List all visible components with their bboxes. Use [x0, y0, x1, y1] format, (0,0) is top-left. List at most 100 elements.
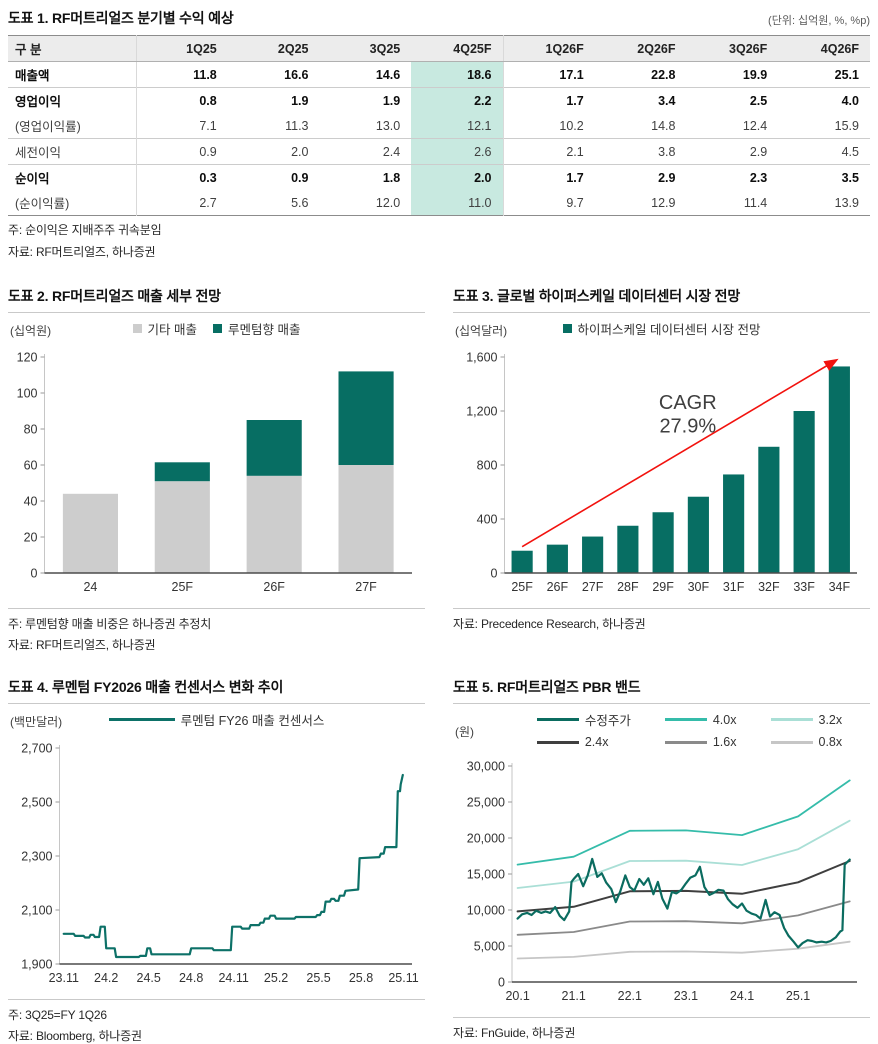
- legend-item: 0.8x: [770, 735, 842, 749]
- figure-2-legend: 기타 매출 루멘텀향 매출: [132, 319, 300, 338]
- legend-item: 1.6x: [664, 735, 737, 749]
- legend-swatch: [213, 324, 222, 333]
- cell: 2.5: [686, 87, 779, 113]
- figure-5-legend: 수정주가 4.0x 3.2x 2.4x 1.6x 0.8x: [536, 710, 843, 749]
- figure-3-source: 자료: Precedence Research, 하나증권: [453, 617, 646, 631]
- row-label: (영업이익률): [15, 120, 81, 134]
- figure-5-chart: 0 5,000 10,000 15,000 20,000 25,000 30,000 20.1…: [453, 756, 870, 1013]
- figure-4-title: 도표 4. 루멘텀 FY2026 매출 컨센서스 변화 추이: [8, 679, 284, 695]
- cagr-trend-arrow: [521, 358, 839, 548]
- cell: 5.6: [291, 195, 309, 210]
- cell: 2.0: [411, 164, 503, 190]
- figure-5-title: 도표 5. RF머트리얼즈 PBR 밴드: [453, 679, 641, 695]
- column-header: 1Q26F: [502, 35, 595, 62]
- cell: 19.9: [742, 67, 768, 82]
- svg-text:0: 0: [491, 567, 498, 581]
- cell: 10.2: [502, 113, 595, 139]
- hyperscale-datacenter-market-bar-chart: 0 400 800 1,200 1,600 25F 26F 27F 28F 29F 30F 31F 32…: [466, 351, 857, 594]
- cell: 4.0: [778, 87, 870, 113]
- column-header: 1Q25: [135, 35, 228, 62]
- bar-segment: [793, 411, 815, 573]
- cell: 1.8: [319, 164, 412, 190]
- bar-segment: [338, 371, 394, 465]
- svg-text:2,100: 2,100: [21, 904, 52, 918]
- cell: 0.9: [227, 164, 320, 190]
- cell: 12.4: [742, 118, 768, 133]
- legend-swatch: [132, 324, 142, 333]
- cell: 16.6: [284, 67, 309, 82]
- legend-label: 1.6x: [712, 735, 737, 749]
- row-label: (순이익률): [15, 197, 70, 211]
- svg-text:120: 120: [17, 351, 38, 365]
- cell: 2.2: [411, 87, 503, 113]
- bar-segment: [828, 366, 850, 573]
- column-header: 2Q25: [227, 35, 320, 62]
- cell: 12.0: [375, 195, 401, 210]
- svg-text:20,000: 20,000: [467, 832, 505, 846]
- svg-text:27F: 27F: [355, 580, 377, 594]
- legend-item: 2.4x: [536, 735, 631, 749]
- svg-text:25.8: 25.8: [349, 971, 373, 985]
- bar-segment: [338, 465, 394, 573]
- svg-text:0: 0: [31, 567, 38, 581]
- cell: 1.7: [502, 87, 595, 113]
- legend-swatch: [770, 740, 813, 744]
- column-header: 3Q26F: [686, 35, 779, 62]
- cell: 11.3: [285, 118, 309, 133]
- table-row: 영업이익 0.8 1.9 1.9 2.2 1.7 3.4 2.5 4.0: [8, 87, 870, 113]
- cell: 11.4: [743, 195, 768, 210]
- svg-text:20: 20: [24, 531, 38, 545]
- figure-3-card: 도표 3. 글로벌 하이퍼스케일 데이터센터 시장 전망 (십억달러) 하이퍼스…: [453, 286, 870, 653]
- svg-text:27F: 27F: [582, 580, 604, 594]
- figure-2-y-axis-unit: (십억원): [10, 324, 52, 338]
- bar-segment: [758, 446, 780, 573]
- figure-5-card: 도표 5. RF머트리얼즈 PBR 밴드 (원) 수정주가 4.0x 3.2x 2.4…: [453, 677, 870, 1044]
- legend-swatch: [664, 718, 707, 721]
- bar-segment: [617, 525, 639, 573]
- svg-text:40: 40: [24, 495, 38, 509]
- cell: 2.3: [686, 164, 779, 190]
- row-label: 매출액: [15, 69, 50, 83]
- svg-text:26F: 26F: [263, 580, 285, 594]
- svg-text:0: 0: [498, 976, 505, 990]
- svg-text:1,900: 1,900: [21, 958, 52, 972]
- cell: 18.6: [411, 61, 503, 88]
- cell: 25.1: [834, 67, 859, 82]
- svg-text:2,500: 2,500: [21, 796, 52, 810]
- svg-text:30,000: 30,000: [467, 760, 505, 774]
- figure-5-source: 자료: FnGuide, 하나증권: [453, 1026, 576, 1040]
- figure-1-source: 자료: RF머트리얼즈, 하나증권: [8, 245, 156, 259]
- svg-text:33F: 33F: [793, 580, 815, 594]
- cell: 1.9: [319, 87, 412, 113]
- lumentum-consensus-line-chart: 1,900 2,100 2,300 2,500 2,700 23.11 24.2 24.5 24…: [21, 742, 419, 986]
- svg-text:60: 60: [24, 459, 38, 473]
- svg-text:24.5: 24.5: [137, 971, 161, 985]
- cell: 4.5: [778, 138, 870, 165]
- cell: 14.8: [651, 118, 676, 133]
- legend-swatch: [562, 324, 572, 333]
- cagr-annotation: CAGR: [659, 392, 717, 414]
- svg-text:24.11: 24.11: [218, 971, 248, 985]
- svg-text:1,200: 1,200: [466, 405, 497, 419]
- line-series: [516, 819, 851, 889]
- svg-text:25.11: 25.11: [388, 971, 418, 985]
- figure-3-chart: 0 400 800 1,200 1,600 25F 26F 27F 28F 29F 30F 31F 32…: [453, 347, 870, 604]
- figure-2-source: 자료: RF머트리얼즈, 하나증권: [8, 638, 156, 652]
- legend-item: 루멘텀 FY26 매출 컨센서스: [108, 710, 324, 729]
- cell: 1.9: [227, 87, 320, 113]
- cell: 12.9: [651, 195, 676, 210]
- svg-text:20.1: 20.1: [505, 989, 529, 1003]
- svg-text:100: 100: [17, 387, 38, 401]
- figure-2-chart: 0 20 40 60 80 100 120 24 25F 26F 27F: [8, 347, 425, 604]
- cell: 3.5: [778, 164, 870, 190]
- cell: 2.6: [411, 138, 503, 165]
- row-label: 순이익: [8, 164, 136, 190]
- legend-item: 4.0x: [664, 713, 737, 727]
- bar-segment: [652, 512, 674, 573]
- bar-segment: [687, 496, 709, 573]
- legend-label: 3.2x: [818, 712, 843, 727]
- legend-item: 3.2x: [770, 712, 843, 727]
- cell: 2.1: [502, 138, 595, 165]
- bar-segment: [723, 474, 745, 573]
